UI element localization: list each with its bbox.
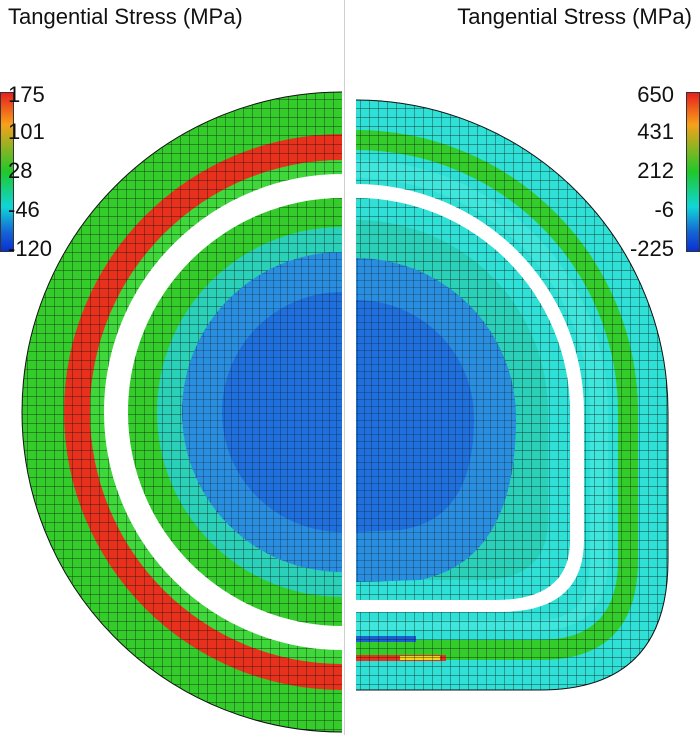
left-tick-1: 101 [8,119,45,144]
right-tick-2: 212 [637,158,674,183]
left-outer-edge [21,91,342,733]
left-tick-3: -46 [8,197,40,222]
right-tick-3: -6 [654,197,674,222]
left-tick-2: 28 [8,158,33,183]
left-panel-title: Tangential Stress (MPa) [8,4,243,29]
panel-divider [344,0,345,735]
colorbar-left [0,92,14,252]
left-core-mesh [182,252,342,572]
right-tick-1: 431 [637,119,674,144]
right-tick-4: -225 [629,236,674,261]
left-gap-clean [104,174,342,650]
right-core-mesh [356,258,516,582]
right-outer-edge [355,99,669,691]
right-tick-0: 650 [637,82,674,107]
left-tick-0: 175 [8,82,45,107]
left-tick-4: -120 [8,236,53,261]
right-panel-title: Tangential Stress (MPa) [457,4,692,29]
